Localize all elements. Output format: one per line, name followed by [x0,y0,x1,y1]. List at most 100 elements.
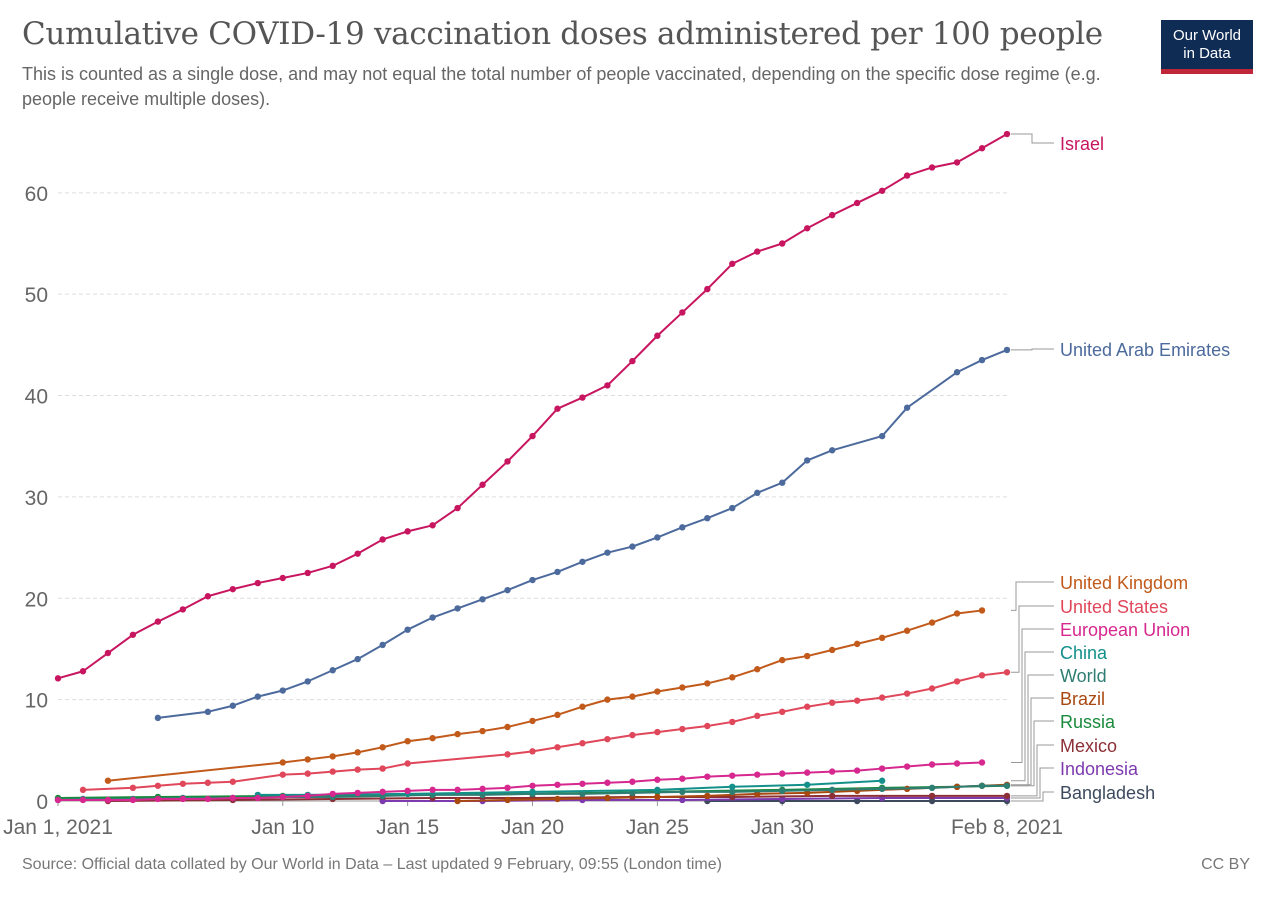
data-point-european-union [804,769,811,776]
data-point-european-union [629,778,636,785]
data-point-israel [953,159,961,166]
data-point-israel [154,618,162,625]
data-point-united-arab-emirates [878,432,886,440]
data-point-united-states [379,765,386,772]
license-link[interactable]: CC BY [1201,856,1250,873]
data-point-united-states [404,760,411,767]
data-point-israel [679,309,686,316]
data-point-united-kingdom [928,619,936,626]
y-tick-label: 50 [25,284,48,307]
data-point-united-states [204,779,212,786]
y-tick-label: 40 [25,386,48,409]
data-point-united-arab-emirates [254,693,261,700]
data-point-israel [254,579,261,587]
owid-logo[interactable]: Our World in Data [1161,20,1253,74]
data-point-united-states [129,784,137,792]
label-connector-united-kingdom [1011,581,1054,611]
data-point-european-union [54,796,62,804]
series-label-european-union: European Union [1060,620,1190,640]
data-point-united-arab-emirates [529,576,536,584]
data-point-european-union [129,796,137,804]
data-point-mexico [1003,792,1011,800]
x-tick-label: Jan 10 [251,816,314,839]
label-connector-world [1011,674,1054,787]
data-point-united-kingdom [828,646,836,654]
data-point-united-arab-emirates [729,504,736,512]
series-line-united-states [82,671,1008,791]
data-point-world [978,782,986,789]
data-point-israel [354,550,361,557]
y-tick-label: 20 [25,588,48,611]
data-point-brazil [654,793,661,801]
data-point-european-union [504,784,511,792]
data-point-united-arab-emirates [579,558,586,565]
data-point-united-states [928,685,936,692]
series-label-world: World [1060,666,1107,686]
data-point-israel [529,432,536,440]
data-point-united-arab-emirates [554,568,561,576]
data-point-world [1003,782,1011,789]
data-point-united-states [329,768,336,775]
data-point-israel [754,248,761,255]
data-point-united-kingdom [978,607,986,614]
data-point-european-union [853,767,861,774]
data-point-world [928,784,936,792]
label-connector-china [1011,651,1054,782]
data-point-european-union [754,771,761,778]
y-tick-label: 30 [25,487,48,510]
series-line-united-arab-emirates [157,349,1008,719]
series-line-european-union [58,761,983,801]
data-point-china [654,786,661,794]
data-point-european-union [379,788,386,796]
label-connector-russia [1011,720,1054,787]
data-point-israel [579,394,586,401]
data-point-united-kingdom [679,684,686,691]
data-point-united-states [579,740,586,747]
data-point-united-arab-emirates [504,586,511,594]
data-point-brazil [554,795,561,803]
data-point-israel [729,260,736,267]
data-point-israel [429,522,436,529]
data-point-indonesia [679,796,686,804]
x-tick-label: Jan 25 [626,816,689,839]
data-point-israel [804,225,811,232]
series-label-israel: Israel [1060,134,1104,154]
data-point-united-arab-emirates [154,714,162,722]
data-point-united-arab-emirates [978,356,986,364]
y-tick-label: 10 [25,690,48,713]
x-tick-label: Jan 1, 2021 [3,816,113,839]
data-point-european-union [229,794,237,802]
data-point-european-union [554,781,561,788]
data-point-united-arab-emirates [404,626,411,633]
series-label-brazil: Brazil [1060,689,1105,709]
data-point-united-kingdom [779,656,786,664]
data-point-european-union [354,789,361,797]
x-tick-label: Feb 8, 2021 [951,816,1063,839]
series-line-united-kingdom [107,609,983,782]
data-point-united-kingdom [853,640,861,648]
data-point-european-union [79,796,87,804]
data-point-united-arab-emirates [454,605,461,612]
logo-accent-bar [1161,69,1253,74]
data-point-united-states [903,690,911,697]
data-point-united-arab-emirates [304,678,311,685]
data-point-united-states [729,718,736,726]
data-point-world [579,790,586,798]
data-point-world [828,786,836,794]
logo-line-1: Our World [1172,27,1242,44]
data-point-united-states [654,728,661,736]
data-point-united-arab-emirates [754,489,761,497]
data-point-european-union [279,793,286,801]
data-point-china [729,783,736,791]
data-point-brazil [704,792,711,800]
data-point-united-states [529,748,536,755]
data-point-united-states [229,778,237,785]
data-point-united-kingdom [654,688,661,695]
data-point-european-union [104,796,112,804]
data-point-united-kingdom [429,734,436,742]
data-point-united-arab-emirates [953,369,961,376]
data-point-brazil [504,796,511,804]
data-point-united-kingdom [529,717,536,725]
